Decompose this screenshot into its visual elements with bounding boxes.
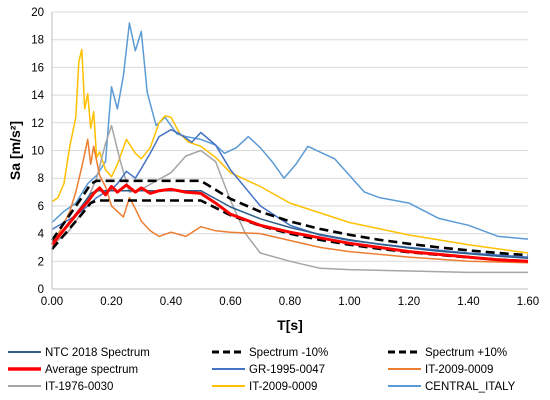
x-tick-label: 0.40 <box>160 296 182 308</box>
legend-label: IT-2009-0009 <box>425 364 493 376</box>
y-tick-label: 2 <box>38 256 44 268</box>
series-line-2 <box>50 179 529 257</box>
x-tick-label: 1.00 <box>338 296 360 308</box>
legend-label: Spectrum -10% <box>249 347 328 359</box>
axes <box>51 12 528 290</box>
legend-label: Average spectrum <box>45 364 138 376</box>
y-tick-label: 16 <box>31 62 44 74</box>
x-axis-label: T[s] <box>277 317 303 333</box>
y-tick-label: 10 <box>31 146 44 158</box>
legend-label: IT-1976-0030 <box>45 381 113 393</box>
series-line-5 <box>51 138 529 264</box>
legend: NTC 2018 Spectrum Spectrum -10% Spectrum +… <box>8 347 516 393</box>
legend-label: GR-1995-0047 <box>249 364 325 376</box>
legend-label: IT-2009-0009 <box>249 381 317 393</box>
x-tick-label: 0.20 <box>100 296 122 308</box>
y-tick-label: 18 <box>31 35 44 47</box>
series-lines <box>50 22 529 274</box>
y-tick-label: 20 <box>31 7 44 19</box>
y-tick-labels: 0 2 4 6 8 10 12 14 16 18 20 <box>31 7 44 296</box>
y-tick-label: 12 <box>31 118 44 130</box>
series-line-7 <box>51 48 529 254</box>
x-tick-label: 0.80 <box>279 296 301 308</box>
x-tick-label: 1.20 <box>398 296 420 308</box>
x-tick-label: 1.60 <box>517 296 539 308</box>
y-axis-label: Sa [m/s²] <box>7 121 23 180</box>
legend-label: NTC 2018 Spectrum <box>45 347 150 359</box>
series-line-8 <box>51 22 529 240</box>
series-line-6 <box>51 124 528 274</box>
y-tick-label: 8 <box>38 173 44 185</box>
legend-label: Spectrum +10% <box>425 347 507 359</box>
grid-lines <box>52 11 528 262</box>
y-tick-label: 0 <box>38 284 44 296</box>
x-tick-label: 0.00 <box>41 296 63 308</box>
y-tick-label: 14 <box>31 90 44 102</box>
x-tick-label: 0.60 <box>219 296 241 308</box>
x-tick-labels: 0.00 0.20 0.40 0.60 0.80 1.00 1.20 1.40 1.60 <box>41 296 539 308</box>
y-tick-label: 4 <box>38 229 45 241</box>
series-line-3 <box>50 183 529 263</box>
y-tick-label: 6 <box>38 201 44 213</box>
x-tick-label: 1.40 <box>457 296 479 308</box>
legend-label: CENTRAL_ITALY <box>425 381 516 393</box>
series-line-0 <box>51 189 529 260</box>
